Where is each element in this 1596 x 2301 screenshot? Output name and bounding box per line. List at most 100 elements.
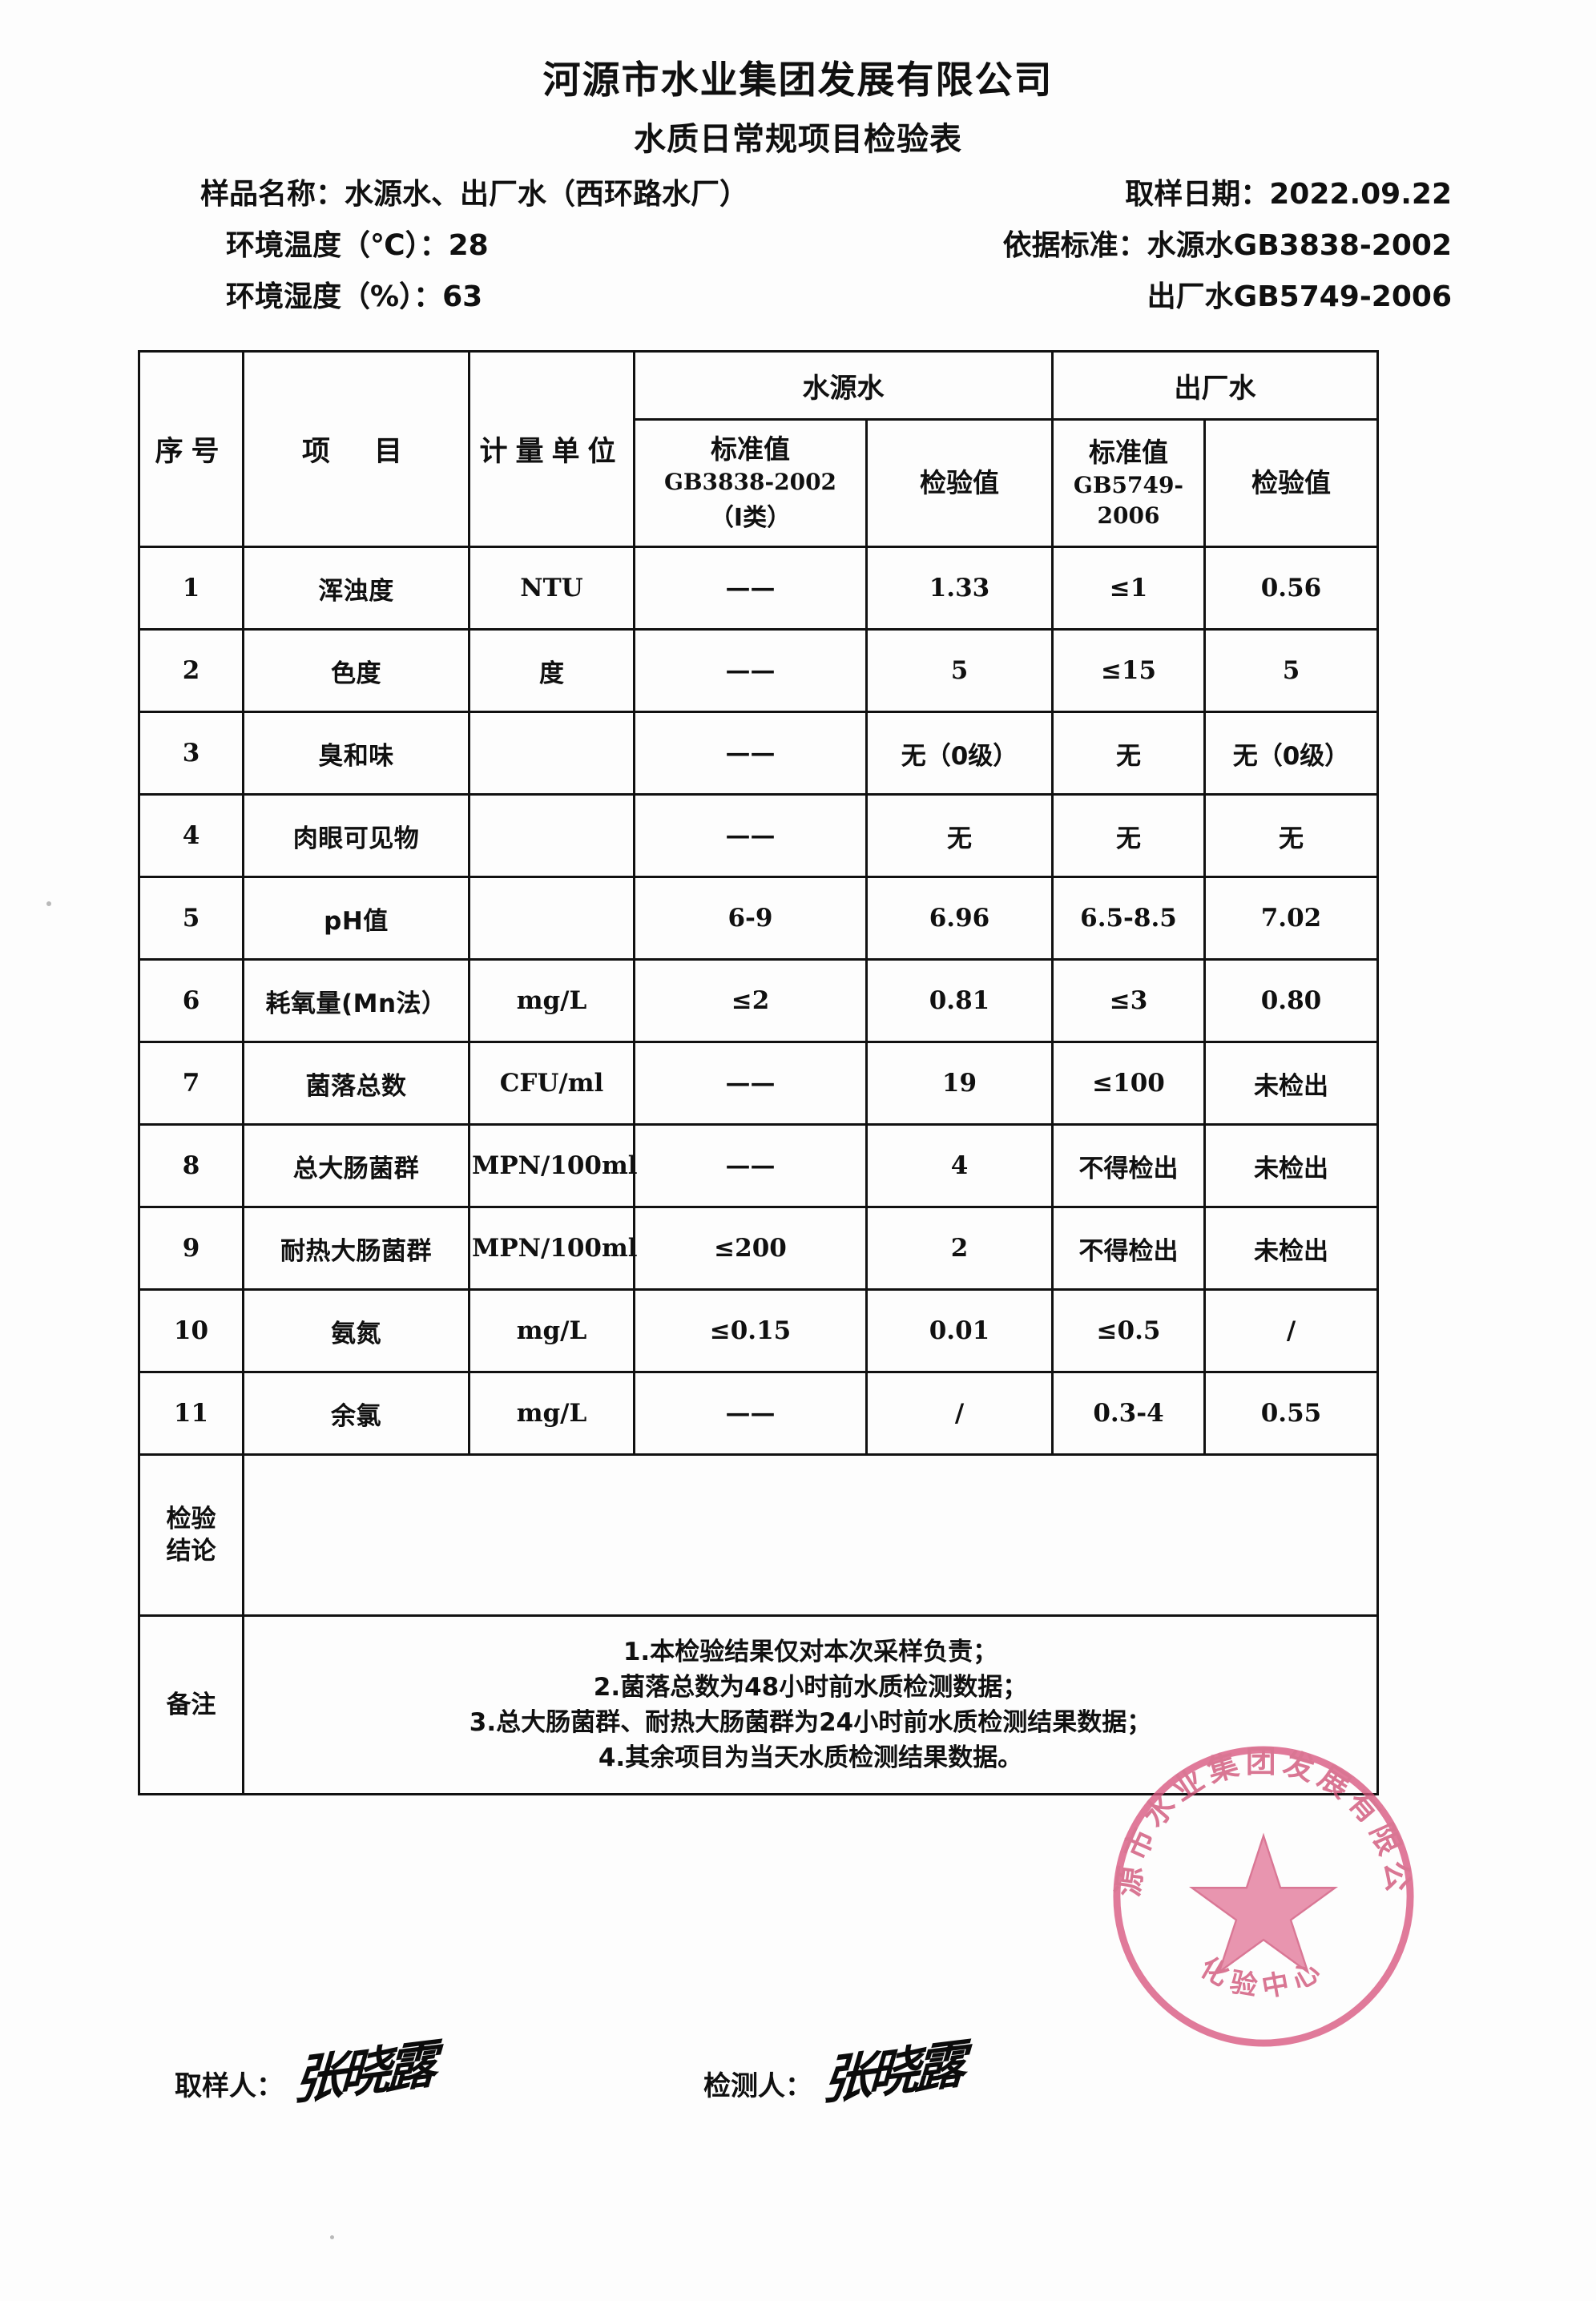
cell-finished-measured: 未检出 [1203, 1041, 1379, 1126]
cell-unit: 度 [468, 628, 635, 713]
table-row: 1 浑浊度 NTU —— 1.33 ≤1 0.56 [138, 546, 1379, 631]
remark-line: 4.其余项目为当天水质检测结果数据。 [598, 1743, 1023, 1773]
tester-label: 检测人： [703, 2070, 812, 2102]
cell-index: 7 [138, 1041, 244, 1126]
cell-index: 4 [138, 793, 244, 878]
cell-finished-measured: 0.56 [1203, 546, 1379, 631]
page-title: 河源市水业集团发展有限公司 [542, 58, 1054, 103]
cell-index: 9 [138, 1206, 244, 1291]
cell-index: 11 [138, 1371, 244, 1456]
cell-finished-measured: 无（0级） [1203, 711, 1379, 796]
cell-source-measured: 无（0级） [865, 711, 1054, 796]
th-group-finished-water: 出厂水 [1051, 350, 1379, 421]
conclusion-label-line1: 检验 [166, 1504, 216, 1533]
meta-row-sample: 样品名称：水源水、出厂水（西环路水厂） 取样日期：2022.09.22 [200, 177, 1452, 211]
cell-item-name: 肉眼可见物 [242, 793, 470, 878]
conclusion-label-line2: 结论 [166, 1537, 216, 1566]
th-finished-standard-code: GB5749-2006 [1073, 472, 1184, 530]
conclusion-value [242, 1453, 1379, 1617]
cell-source-standard: —— [633, 793, 868, 878]
inspection-table: 序号 项 目 计量单位 水源水 出厂水 标准值 GB3838-2002 （Ⅰ类）… [138, 350, 1379, 1795]
cell-finished-standard: 6.5-8.5 [1051, 876, 1206, 961]
sample-date-label: 取样日期： [1125, 177, 1270, 211]
cell-finished-standard: ≤0.5 [1051, 1288, 1206, 1373]
cell-item-name: 臭和味 [242, 711, 470, 796]
cell-index: 6 [138, 958, 244, 1043]
cell-index: 5 [138, 876, 244, 961]
table-row: 3 臭和味 —— 无（0级）无无（0级） [138, 711, 1379, 796]
table-head-group-row: 序号 项 目 计量单位 水源水 出厂水 [138, 350, 1379, 548]
th-group-source-water: 水源水 [633, 350, 1054, 421]
cell-source-standard: —— [633, 546, 868, 631]
cell-unit [468, 711, 635, 796]
svg-text:化验中心: 化验中心 [1195, 1951, 1332, 2003]
remark-line: 3.总大肠菌群、耐热大肠菌群为24小时前水质检测结果数据； [469, 1708, 1152, 1737]
cell-source-measured: 0.01 [865, 1288, 1054, 1373]
cell-source-measured: / [865, 1371, 1054, 1456]
cell-source-standard: —— [633, 711, 868, 796]
cell-source-standard: —— [633, 1041, 868, 1126]
th-finished-standard-title: 标准值 [1089, 436, 1168, 468]
cell-item-name: 耐热大肠菌群 [242, 1206, 470, 1291]
cell-finished-standard: 不得检出 [1051, 1123, 1206, 1208]
cell-finished-measured: 5 [1203, 628, 1379, 713]
cell-item-name: 色度 [242, 628, 470, 713]
sampler-block: 取样人： 张晓露 [175, 2034, 703, 2112]
remark-line: 2.菌落总数为48小时前水质检测数据； [593, 1672, 1028, 1702]
cell-unit: MPN/100ml [468, 1123, 638, 1208]
cell-index: 8 [138, 1123, 244, 1208]
cell-finished-standard: 无 [1051, 793, 1206, 878]
cell-finished-standard: 0.3-4 [1051, 1371, 1206, 1456]
ambient-temperature: 环境温度（℃）：28 [226, 228, 489, 262]
inspection-table-wrapper: 序号 项 目 计量单位 水源水 出厂水 标准值 GB3838-2002 （Ⅰ类）… [138, 350, 1379, 1795]
cell-source-measured: 1.33 [865, 546, 1054, 631]
cell-finished-standard: ≤15 [1051, 628, 1206, 713]
cell-finished-measured: 0.55 [1203, 1371, 1379, 1456]
th-source-standard-code: GB3838-2002 [663, 469, 837, 496]
cell-source-standard: —— [633, 628, 868, 713]
cell-finished-measured: 无 [1203, 793, 1379, 878]
th-unit: 计量单位 [468, 350, 635, 548]
cell-finished-standard: ≤3 [1051, 958, 1206, 1043]
ambient-humidity: 环境湿度（%）：63 [226, 280, 483, 313]
table-row: 11 余氯 mg/L ——/0.3-4 0.55 [138, 1371, 1379, 1456]
th-finished-standard: 标准值 GB5749-2006 [1051, 418, 1206, 548]
sample-date-value: 2022.09.22 [1269, 177, 1452, 211]
tester-block: 检测人： 张晓露 [703, 2034, 962, 2112]
cell-index: 3 [138, 711, 244, 796]
sample-date: 取样日期：2022.09.22 [1125, 177, 1452, 211]
cell-unit [468, 793, 635, 878]
cell-finished-measured: 未检出 [1203, 1206, 1379, 1291]
cell-source-measured: 2 [865, 1206, 1054, 1291]
th-source-standard-title: 标准值 [711, 433, 790, 465]
cell-item-name: 耗氧量(Mn法） [242, 958, 470, 1043]
cell-source-measured: 0.81 [865, 958, 1054, 1043]
cell-source-measured: 6.96 [865, 876, 1054, 961]
cell-finished-measured: 未检出 [1203, 1123, 1379, 1208]
sampler-signature: 张晓露 [292, 2033, 434, 2113]
th-item: 项 目 [242, 350, 470, 548]
th-no: 序号 [138, 350, 244, 548]
form-title: 水质日常规项目检验表 [634, 120, 962, 158]
th-source-standard-class: （Ⅰ类） [709, 503, 792, 532]
cell-unit: NTU [468, 546, 635, 631]
cell-item-name: 菌落总数 [242, 1041, 470, 1126]
table-body: 1 浑浊度 NTU —— 1.33 ≤1 0.56 2 色度度 —— 5 ≤15 5 3 臭和味 —— 无（0级… [138, 546, 1379, 1456]
cell-source-measured: 4 [865, 1123, 1054, 1208]
sample-name-label: 样品名称：水源水、出厂水（西环路水厂） [200, 177, 749, 211]
cell-source-standard: 6-9 [633, 876, 868, 961]
signature-footer: 取样人： 张晓露 检测人： 张晓露 [0, 2034, 1596, 2112]
table-row: 6 耗氧量(Mn法） mg/L ≤2 0.81 ≤3 0.80 [138, 958, 1379, 1043]
table-row: 5 pH值 6-9 6.96 6.5-8.5 7.02 [138, 876, 1379, 961]
cell-finished-standard: 无 [1051, 711, 1206, 796]
meta-row-temperature: 环境温度（℃）：28 依据标准：水源水GB3838-2002 [200, 228, 1452, 262]
meta-row-humidity: 环境湿度（%）：63 出厂水GB5749-2006 [200, 280, 1452, 313]
standard-basis-label: 依据标准： [1002, 228, 1147, 262]
cell-index: 1 [138, 546, 244, 631]
remark-label: 备注 [138, 1614, 244, 1795]
table-row: 9 耐热大肠菌群 MPN/100ml ≤200 2 不得检出 未检出 [138, 1206, 1379, 1291]
cell-source-standard: —— [633, 1123, 868, 1208]
cell-unit: mg/L [468, 1371, 635, 1456]
cell-item-name: 浑浊度 [242, 546, 470, 631]
conclusion-label: 检验 结论 [138, 1453, 244, 1617]
